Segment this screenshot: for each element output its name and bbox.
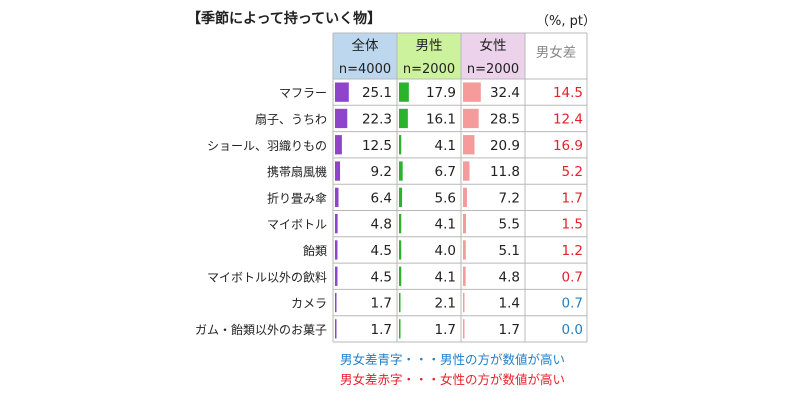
value-label: 7.2 bbox=[499, 190, 520, 206]
bar bbox=[463, 187, 467, 207]
unit-label: （%, pt） bbox=[536, 14, 596, 29]
bar bbox=[335, 135, 342, 155]
value-label: 28.5 bbox=[490, 111, 520, 127]
value-label: 1.7 bbox=[371, 322, 392, 338]
bar bbox=[335, 319, 337, 339]
diff-header: 男女差 bbox=[536, 44, 577, 61]
value-label: 32.4 bbox=[490, 85, 520, 101]
header-cell-2 bbox=[461, 33, 525, 79]
bar bbox=[399, 161, 403, 181]
diff-value: 1.5 bbox=[562, 217, 583, 233]
diff-value: 14.5 bbox=[553, 85, 583, 101]
row-label: マイボトル以外の飲料 bbox=[207, 269, 327, 284]
value-label: 5.6 bbox=[435, 190, 456, 206]
value-label: 1.7 bbox=[371, 296, 392, 312]
value-label: 4.8 bbox=[371, 217, 392, 233]
diff-value: 5.2 bbox=[562, 164, 583, 180]
diff-value: 16.9 bbox=[553, 138, 583, 154]
bar bbox=[463, 240, 466, 260]
bar bbox=[463, 214, 467, 234]
row-label: マイボトル bbox=[267, 218, 327, 232]
chart-title: 【季節によって持っていく物】 bbox=[187, 11, 382, 27]
row-label: 飴類 bbox=[303, 243, 327, 258]
column-header-n: n=2000 bbox=[467, 62, 519, 77]
row-label: 折り畳み傘 bbox=[267, 190, 327, 205]
bar bbox=[399, 82, 409, 102]
row-label: 携帯扇風機 bbox=[267, 164, 327, 179]
value-label: 4.8 bbox=[499, 269, 520, 285]
column-header-name: 全体 bbox=[352, 37, 379, 54]
value-label: 4.1 bbox=[435, 217, 456, 233]
value-label: 22.3 bbox=[362, 111, 392, 127]
column-header-name: 男性 bbox=[416, 38, 443, 54]
row-label: マフラー bbox=[279, 86, 327, 100]
bar bbox=[335, 161, 341, 181]
value-label: 4.1 bbox=[435, 269, 456, 285]
bar bbox=[335, 214, 338, 234]
value-label: 6.4 bbox=[371, 190, 392, 206]
bar bbox=[399, 214, 402, 234]
bar bbox=[399, 266, 402, 286]
header-cell-0 bbox=[333, 33, 397, 79]
bar bbox=[399, 319, 401, 339]
bar bbox=[463, 161, 470, 181]
row-label: 扇子、うちわ bbox=[255, 111, 327, 126]
value-label: 25.1 bbox=[362, 85, 392, 101]
diff-value: 12.4 bbox=[553, 111, 583, 127]
value-label: 4.0 bbox=[435, 243, 456, 259]
diff-value: 1.2 bbox=[562, 243, 583, 259]
value-label: 9.2 bbox=[371, 164, 392, 180]
value-label: 20.9 bbox=[490, 138, 520, 154]
row-label: カメラ bbox=[291, 297, 327, 311]
value-label: 2.1 bbox=[435, 296, 456, 312]
bar bbox=[335, 187, 339, 207]
bar bbox=[463, 319, 465, 339]
value-label: 12.5 bbox=[362, 138, 392, 154]
value-label: 1.7 bbox=[435, 322, 456, 338]
diff-value: 1.7 bbox=[562, 190, 583, 206]
value-label: 17.9 bbox=[426, 85, 456, 101]
bar bbox=[335, 292, 337, 313]
value-label: 4.5 bbox=[371, 269, 392, 285]
column-header-n: n=4000 bbox=[339, 62, 391, 77]
value-label: 6.7 bbox=[435, 164, 456, 180]
value-label: 5.5 bbox=[499, 217, 520, 233]
diff-value: 0.7 bbox=[562, 296, 583, 312]
bar bbox=[463, 266, 466, 286]
value-label: 16.1 bbox=[426, 111, 456, 127]
value-label: 4.5 bbox=[371, 243, 392, 259]
value-label: 4.1 bbox=[435, 138, 456, 154]
column-header-n: n=2000 bbox=[403, 62, 455, 77]
column-header-name: 女性 bbox=[480, 37, 507, 54]
bar bbox=[399, 292, 401, 313]
bar bbox=[335, 240, 338, 260]
diff-value: 0.7 bbox=[562, 269, 583, 285]
value-label: 11.8 bbox=[490, 164, 520, 180]
row-label: ショール、羽織りもの bbox=[207, 139, 327, 153]
bar bbox=[463, 82, 481, 102]
bar bbox=[399, 187, 403, 207]
bar bbox=[463, 108, 479, 129]
value-label: 1.7 bbox=[499, 322, 520, 338]
note-blue: 男女差青字・・・男性の方が数値が高い bbox=[340, 352, 566, 367]
bar bbox=[399, 240, 402, 260]
bar bbox=[335, 266, 338, 286]
bar bbox=[335, 82, 349, 102]
note-red: 男女差赤字・・・女性の方が数値が高い bbox=[340, 372, 566, 387]
diff-value: 0.0 bbox=[562, 322, 583, 338]
header-cell-1 bbox=[397, 33, 461, 79]
value-label: 5.1 bbox=[499, 243, 520, 259]
bar bbox=[463, 135, 475, 155]
bar bbox=[335, 108, 348, 129]
row-label: ガム・飴類以外のお菓子 bbox=[195, 322, 327, 337]
bar bbox=[399, 108, 408, 129]
bar bbox=[399, 135, 402, 155]
value-label: 1.4 bbox=[499, 296, 520, 312]
bar bbox=[463, 292, 465, 313]
